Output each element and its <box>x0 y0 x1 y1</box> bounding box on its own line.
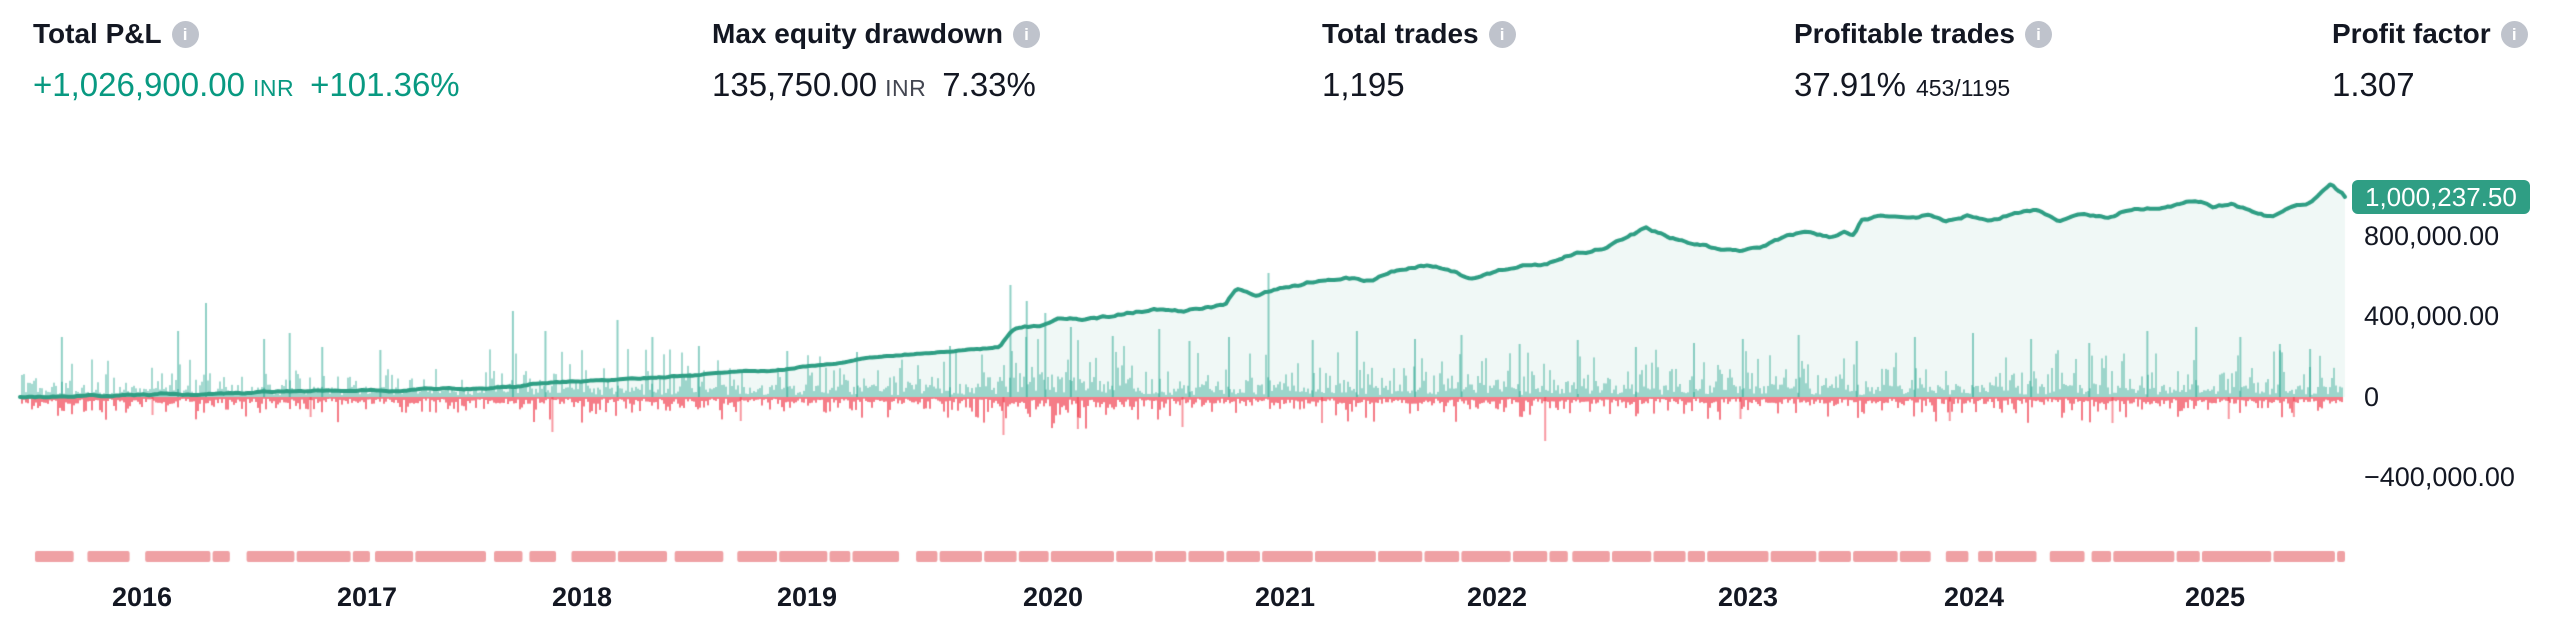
info-icon[interactable]: i <box>1012 20 1040 48</box>
x-axis-year: 2022 <box>1466 582 1528 612</box>
x-axis-year: 2017 <box>336 582 398 612</box>
stat-value: 1.307 <box>2332 66 2415 103</box>
x-axis-year: 2023 <box>1717 582 1779 612</box>
y-axis-tick-800k: 800,000.00 <box>2364 221 2500 251</box>
stat-label: Profit factor <box>2332 18 2491 49</box>
stat-label: Max equity drawdown <box>712 18 1003 49</box>
y-axis-tick-neg400k: −400,000.00 <box>2364 462 2515 492</box>
stat-value: +1,026,900.00 <box>33 66 245 103</box>
stat-ratio: 453/1195 <box>1915 75 2011 101</box>
info-icon[interactable]: i <box>171 20 199 48</box>
x-axis-year: 2018 <box>551 582 613 612</box>
x-axis-year: 2016 <box>111 582 173 612</box>
x-axis-year: 2019 <box>776 582 838 612</box>
stat-currency-unit: INR <box>885 75 927 101</box>
info-icon[interactable]: i <box>2500 20 2528 48</box>
stat-value: 1,195 <box>1322 66 1405 103</box>
stat-label: Total trades <box>1322 18 1479 49</box>
stat-total-trades: Total trades i 1,195 <box>1322 18 1516 104</box>
stat-total-pnl: Total P&L i +1,026,900.00 INR +101.36% <box>33 18 460 104</box>
x-axis-year: 2024 <box>1943 582 2005 612</box>
stat-currency-unit: INR <box>252 75 295 101</box>
stat-percent: 7.33% <box>942 66 1036 103</box>
stat-label: Total P&L <box>33 18 162 49</box>
stat-profitable-trades: Profitable trades i 37.91% 453/1195 <box>1794 18 2052 104</box>
info-icon[interactable]: i <box>2024 20 2052 48</box>
x-axis-year: 2020 <box>1022 582 1084 612</box>
stat-max-equity-drawdown: Max equity drawdown i 135,750.00 INR 7.3… <box>712 18 1040 104</box>
stat-profit-factor: Profit factor i 1.307 <box>2332 18 2528 104</box>
x-axis-year: 2021 <box>1254 582 1316 612</box>
stat-label: Profitable trades <box>1794 18 2015 49</box>
stat-percent: +101.36% <box>310 66 460 103</box>
x-axis-year: 2025 <box>2184 582 2246 612</box>
y-axis-tick-400k: 400,000.00 <box>2364 301 2500 331</box>
y-axis-tick-zero: 0 <box>2364 382 2380 412</box>
stat-value: 135,750.00 <box>712 66 878 103</box>
stat-value: 37.91% <box>1794 66 1906 103</box>
last-value-badge: 1,000,237.50 <box>2352 180 2530 214</box>
info-icon[interactable]: i <box>1488 20 1516 48</box>
